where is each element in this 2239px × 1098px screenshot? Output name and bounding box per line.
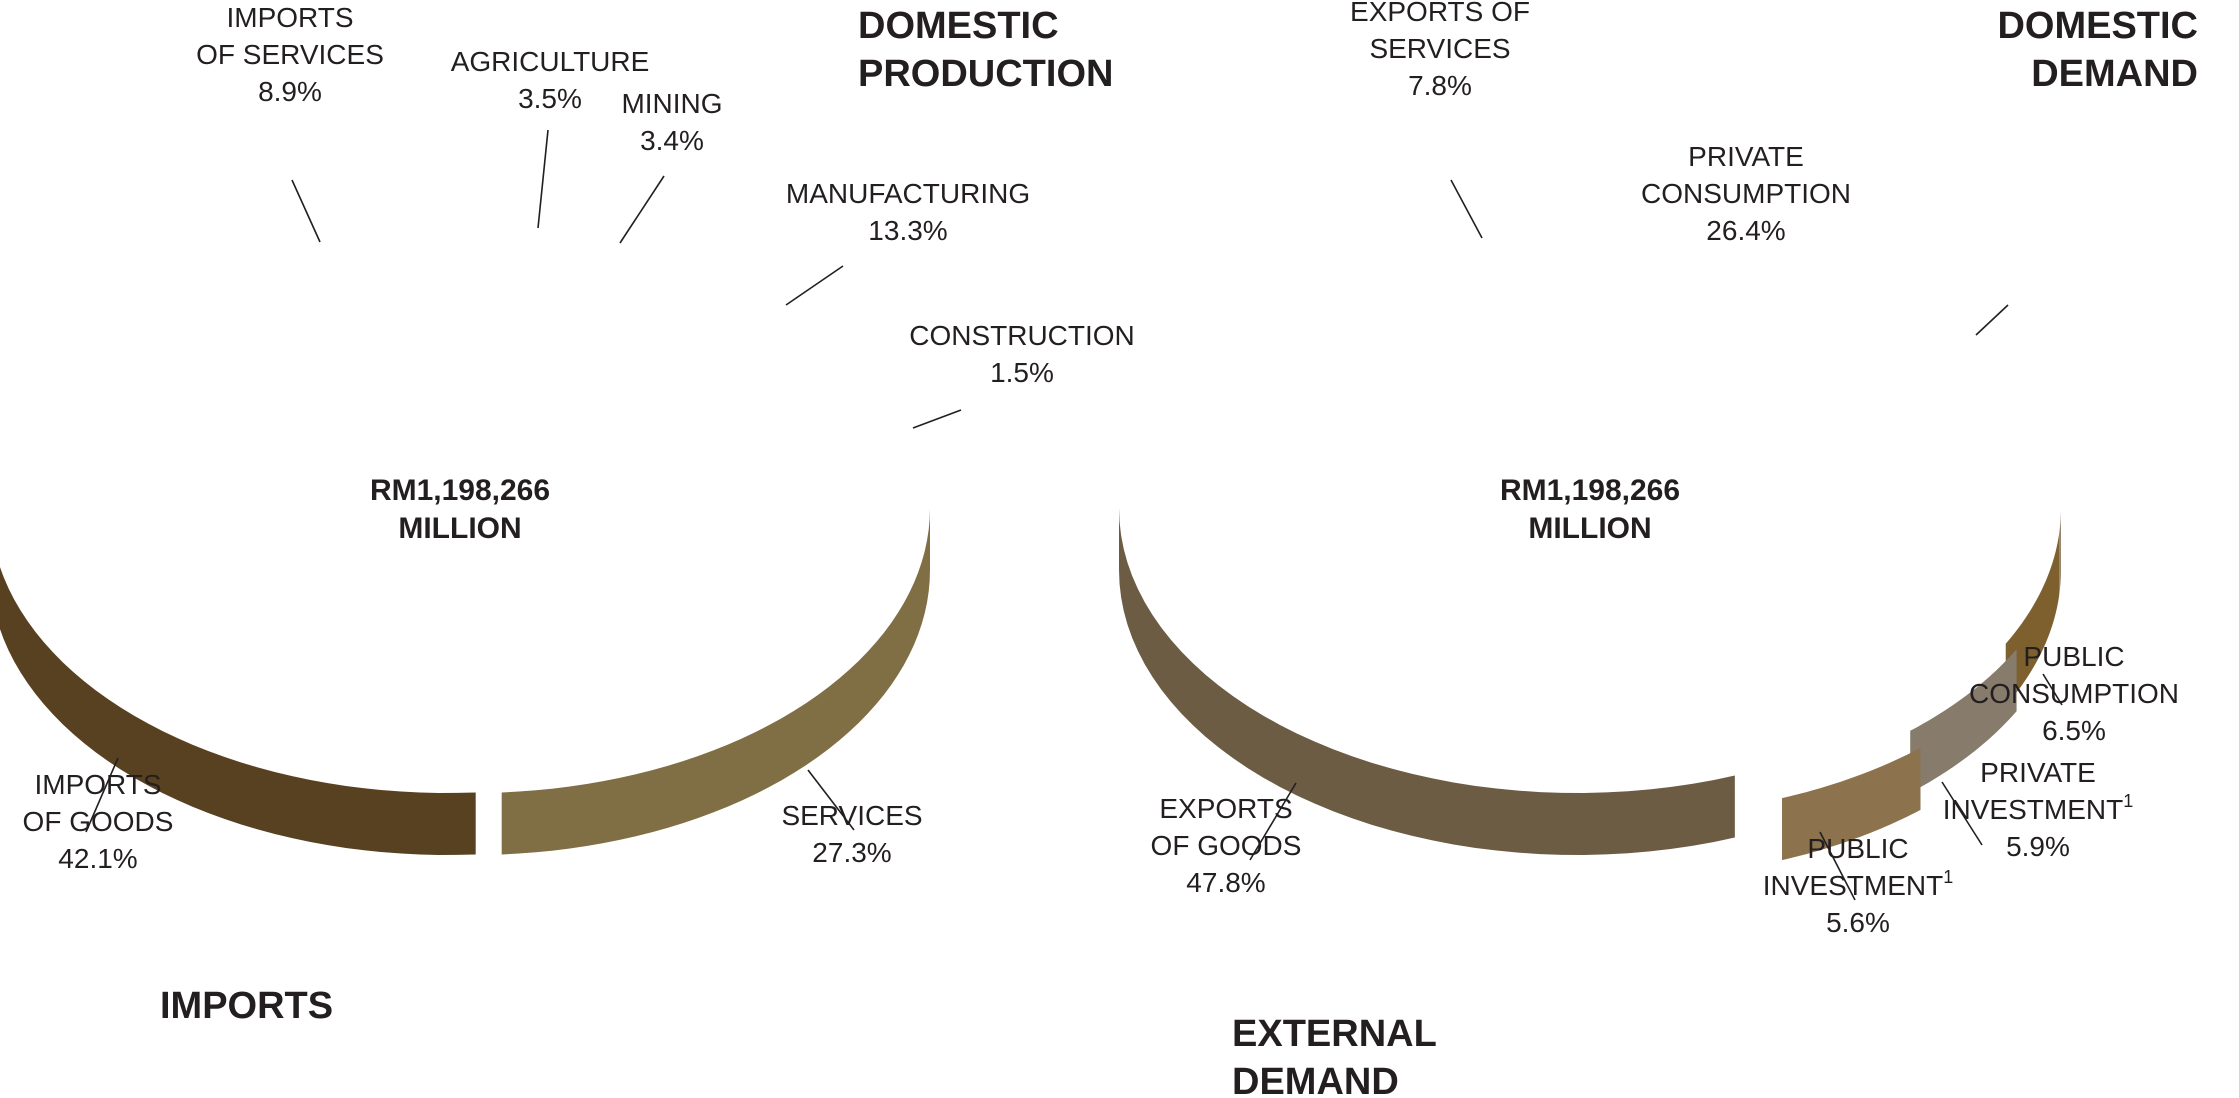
right-pie-label-private-investment: PRIVATE (1980, 757, 2096, 788)
left-pie-label-services: SERVICES (781, 800, 922, 831)
left-pie-label-imports-of-services: OF SERVICES (196, 39, 384, 70)
right-pie-label-public-investment: INVESTMENT1 (1763, 867, 1953, 901)
left-pie-leader-imports-of-services (291, 179, 321, 243)
right-pie-title-top: DEMAND (2031, 53, 2198, 95)
right-pie-side-private-investment (1910, 649, 2017, 793)
right-pie-label-exports-of-services: 7.8% (1408, 70, 1472, 101)
left-pie-leader-agriculture (537, 129, 549, 229)
left-pie-center-hole (315, 426, 605, 590)
right-pie-leader-private-consumption (1975, 304, 2009, 336)
right-pie-center-label: RM1,198,266 (1500, 474, 1680, 507)
left-pie-leader-imports-of-goods (85, 757, 119, 833)
right-pie-label-public-consumption: 6.5% (2042, 715, 2106, 746)
right-pie-label-public-consumption: PUBLIC (2023, 641, 2124, 672)
left-pie-label-imports-of-goods: IMPORTS (34, 769, 161, 800)
right-pie-title-bottom: DEMAND (1232, 1061, 1399, 1098)
right-pie-title-bottom: EXTERNAL (1232, 1013, 1437, 1055)
right-pie-label-public-consumption: CONSUMPTION (1969, 678, 2179, 709)
right-pie-label-private-investment: 5.9% (2006, 831, 2070, 862)
domestic-demand-pie: RM1,198,266 MILLION PRIVATE CONSUMPTION 26.4… (1119, 0, 2198, 1098)
left-pie-label-imports-of-goods: OF GOODS (23, 806, 174, 837)
left-pie-label-imports-of-services: 8.9% (258, 76, 322, 107)
right-pie-leader-public-investment (1819, 831, 1856, 901)
left-pie-label-mining: MINING (621, 88, 722, 119)
right-pie-leader-exports-of-goods (1249, 782, 1297, 861)
left-pie-label-construction: CONSTRUCTION (909, 320, 1135, 351)
right-pie-center-hole (1445, 426, 1735, 590)
right-pie-label-exports-of-goods: OF GOODS (1151, 830, 1302, 861)
left-pie-label-imports-of-goods: 42.1% (58, 843, 137, 874)
left-pie-leader-construction (912, 409, 962, 429)
right-pie-label-private-consumption: 26.4% (1706, 215, 1785, 246)
right-pie-leader-private-investment (1941, 781, 1983, 846)
right-pie-label-public-investment: 5.6% (1826, 907, 1890, 938)
left-pie-label-imports-of-services: IMPORTS (226, 2, 353, 33)
right-pie-label-private-consumption: CONSUMPTION (1641, 178, 1851, 209)
left-pie-title-top: DOMESTIC (858, 5, 1059, 47)
left-pie-label-agriculture: 3.5% (518, 83, 582, 114)
right-pie-side-public-consumption (2005, 533, 2060, 706)
left-pie-label-mining: 3.4% (640, 125, 704, 156)
right-pie-label-exports-of-goods: 47.8% (1186, 867, 1265, 898)
right-pie-leader-public-consumption (2042, 673, 2063, 706)
right-pie-label-public-investment: PUBLIC (1807, 833, 1908, 864)
left-pie-label-construction: 1.5% (990, 357, 1054, 388)
right-pie-label-exports-of-goods: EXPORTS (1159, 793, 1292, 824)
left-pie-leader-mining (619, 175, 665, 244)
left-pie-side-services (501, 508, 930, 855)
right-pie-leader-exports-of-services (1450, 179, 1483, 239)
left-pie-label-agriculture: AGRICULTURE (451, 46, 650, 77)
left-pie-center-label: MILLION (398, 512, 521, 545)
left-pie-label-services: 27.3% (812, 837, 891, 868)
left-pie-title-bottom: IMPORTS (160, 985, 333, 1027)
right-pie-label-exports-of-services: EXPORTS OF (1350, 0, 1530, 27)
left-pie-leader-manufacturing (785, 265, 844, 306)
domestic-production-pie: RM1,198,266 MILLION AGRICULTURE 3.5% MINING 3… (0, 2, 1135, 1027)
left-pie-label-manufacturing: 13.3% (868, 215, 947, 246)
left-pie-side-imports-of-goods (0, 567, 476, 855)
right-pie-label-private-investment: INVESTMENT1 (1943, 791, 2133, 825)
left-pie-label-manufacturing: MANUFACTURING (786, 178, 1030, 209)
left-pie-center-label: RM1,198,266 (370, 474, 550, 507)
right-pie-title-top: DOMESTIC (1997, 5, 2198, 47)
right-pie-label-private-consumption: PRIVATE (1688, 141, 1804, 172)
right-pie-label-exports-of-services: SERVICES (1369, 33, 1510, 64)
left-pie-title-top: PRODUCTION (858, 53, 1113, 95)
right-pie-side-exports-of-goods (1119, 508, 1735, 855)
left-pie-leader-services (807, 769, 855, 831)
right-pie-side-private-consumption (2059, 508, 2061, 596)
right-pie-center-label: MILLION (1528, 512, 1651, 545)
right-pie-side-public-investment (1781, 747, 1921, 861)
